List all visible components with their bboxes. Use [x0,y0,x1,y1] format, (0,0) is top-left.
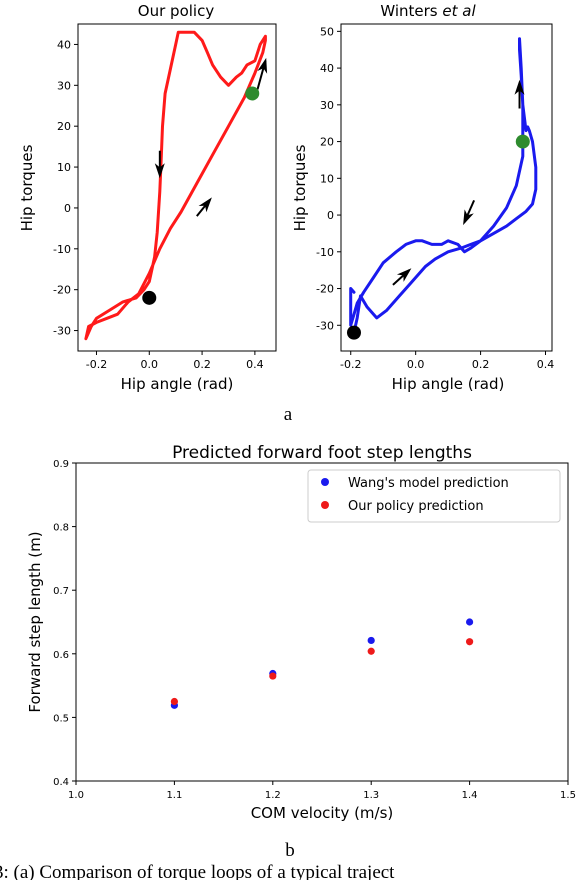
x-axis-label: COM velocity (m/s) [251,804,394,822]
legend-label-wang: Wang's model prediction [348,476,509,491]
point-marker [346,325,361,340]
point-marker [515,134,530,149]
legend-box [307,469,561,523]
chart-title-main: Winters [380,2,437,20]
chart-title: Predicted forward foot step lengths [172,443,472,463]
figure-caption: 3: (a) Comparison of torque loops of a t… [0,862,395,880]
y-tick-label: 40 [320,62,334,75]
y-tick-label: 40 [57,38,71,51]
chart-our-policy: Our policy -0.2 0.0 0.2 0.4 -30 -20 -10 0 10 20 30… [18,2,277,393]
arrow-head [514,79,525,95]
legend-marker-policy [321,501,329,509]
chart-step-lengths: Predicted forward foot step lengths 1.0 1… [26,443,576,822]
x-tick-label: 1.3 [363,790,379,801]
arrow-head [463,209,474,226]
legend: Wang's model prediction Our policy predi… [307,469,561,523]
y-tick-label: -20 [316,283,334,296]
y-tick-label: 50 [320,25,334,38]
chart-title-italic: et al [442,2,476,20]
x-tick-label: 1.2 [265,790,281,801]
legend-label-policy: Our policy prediction [348,499,484,514]
x-tick-label: -0.2 [86,358,107,371]
y-tick-label: 0.9 [53,459,69,470]
y-tick-label: 20 [320,136,334,149]
arrow-head [198,197,212,213]
y-tick-label: 10 [320,172,334,185]
x-tick-label: 0.0 [141,358,159,371]
scatter-point [269,672,277,680]
plot-frame [77,23,277,352]
y-tick-label: 30 [57,79,71,92]
y-tick-label: 0.5 [53,713,69,724]
x-tick-label: 0.0 [407,358,425,371]
x-tick-label: 0.4 [246,358,264,371]
plot-frame [340,23,553,352]
plot-frame [75,462,569,782]
scatter-point [367,647,375,655]
y-tick-label: -30 [53,325,71,338]
y-tick-label: 0.6 [53,650,69,661]
y-tick-label: 0 [64,202,71,215]
x-tick-label: -0.2 [340,358,361,371]
point-marker [245,86,260,101]
x-tick-label: 1.1 [166,790,182,801]
caption-b: b [285,840,295,861]
chart-title: Our policy [138,2,215,20]
arrow-head [257,57,268,74]
x-tick-label: 0.2 [193,358,211,371]
y-axis-label: Forward step length (m) [26,531,44,712]
chart-title: Winters et al [380,2,476,20]
x-tick-label: 1.0 [68,790,84,801]
series-line [84,30,267,341]
arrow-head [396,268,412,282]
y-tick-label: -10 [53,243,71,256]
caption-a: a [284,404,293,425]
y-tick-label: 20 [57,120,71,133]
scatter-point [367,636,375,645]
point-marker [142,290,157,305]
y-tick-label: 0.7 [53,586,69,597]
y-tick-label: -30 [316,319,334,332]
x-tick-label: 1.5 [560,790,576,801]
chart-winters: Winters et al -0.2 0.0 0.2 0.4 -30 -20 -10 0 10 2… [291,2,554,393]
x-tick-label: 1.4 [462,790,478,801]
y-tick-label: 0 [327,209,334,222]
x-axis-label: Hip angle (rad) [121,375,234,393]
y-tick-label: 0.4 [53,777,69,788]
x-tick-label: 0.4 [537,358,555,371]
scatter-point [466,618,474,626]
y-tick-label: 10 [57,161,71,174]
y-tick-label: 0.8 [53,523,69,534]
y-tick-label: -10 [316,246,334,259]
series-line [349,37,538,335]
y-tick-label: -20 [53,284,71,297]
y-axis-label: Hip torques [291,144,309,231]
x-axis-label: Hip angle (rad) [392,375,505,393]
y-tick-label: 30 [320,99,334,112]
y-axis-label: Hip torques [18,144,36,231]
arrow-head [154,163,165,179]
legend-marker-wang [321,478,329,486]
scatter-point [466,638,474,646]
scatter-point [170,697,178,706]
x-tick-label: 0.2 [472,358,490,371]
